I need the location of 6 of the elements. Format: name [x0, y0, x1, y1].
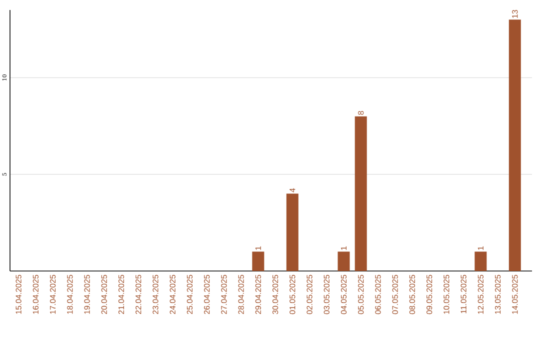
bar	[474, 252, 487, 271]
bar	[354, 116, 367, 271]
bar	[252, 252, 264, 271]
bar	[286, 194, 298, 271]
bar	[338, 252, 350, 271]
bar	[508, 20, 521, 271]
